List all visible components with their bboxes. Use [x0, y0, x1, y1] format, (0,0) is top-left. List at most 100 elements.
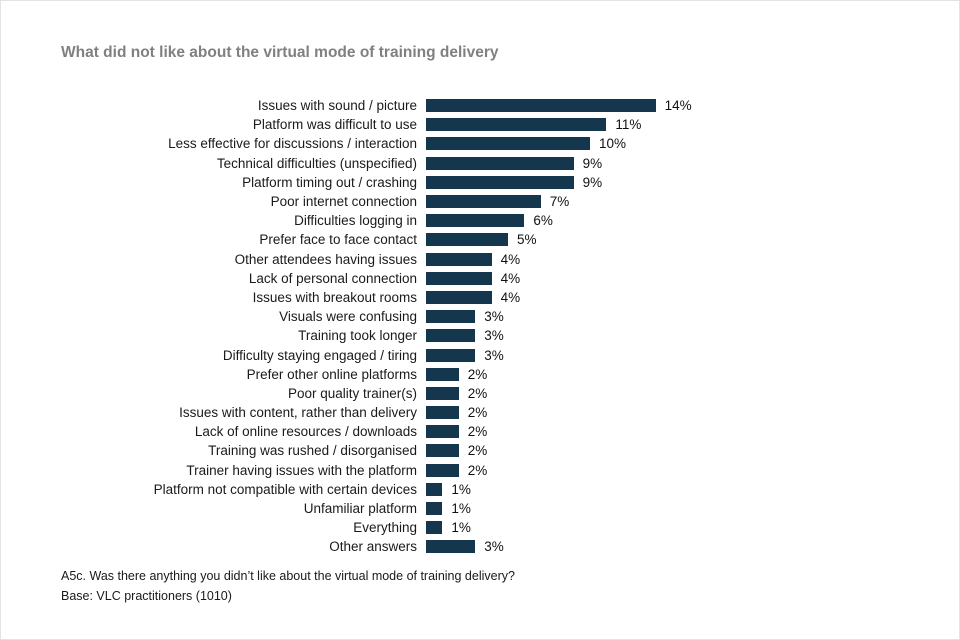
chart-row: Difficulty staying engaged / tiring 3% [1, 345, 960, 364]
value-label: 4% [500, 270, 521, 286]
bar [426, 99, 656, 113]
value-label: 2% [467, 405, 488, 421]
bar [426, 425, 459, 439]
value-label: 2% [467, 366, 488, 382]
category-label: Prefer other online platforms [246, 366, 417, 382]
category-label: Difficulty staying engaged / tiring [222, 347, 417, 363]
bar-area: 2% [426, 405, 487, 420]
bar [426, 118, 607, 132]
category-label: Less effective for discussions / interac… [168, 136, 417, 152]
bar-area: 2% [426, 386, 487, 401]
value-label: 3% [484, 328, 504, 344]
value-label: 14% [664, 98, 692, 114]
bar [426, 482, 443, 496]
value-label: 11% [615, 117, 642, 133]
category-label: Technical difficulties (unspecified) [216, 155, 417, 171]
value-label: 5% [517, 232, 537, 248]
chart-row: Poor internet connection 7% [1, 192, 960, 211]
bar-area: 9% [426, 156, 602, 171]
category-label: Training took longer [298, 328, 417, 344]
chart-footnote: A5c. Was there anything you didn’t like … [61, 566, 515, 606]
chart-row: Issues with breakout rooms 4% [1, 288, 960, 307]
category-label: Platform not compatible with certain dev… [153, 481, 417, 497]
bar [426, 444, 459, 458]
category-label: Unfamiliar platform [303, 501, 417, 517]
chart-row: Difficulties logging in 6% [1, 211, 960, 230]
bar-area: 9% [426, 175, 602, 190]
bar-area: 1% [426, 482, 471, 497]
category-label: Prefer face to face contact [259, 232, 417, 248]
bar-area: 4% [426, 271, 520, 286]
category-label: Other attendees having issues [234, 251, 417, 267]
bar-area: 3% [426, 348, 504, 363]
value-label: 2% [467, 462, 488, 478]
value-label: 4% [500, 251, 521, 267]
category-label: Visuals were confusing [279, 309, 417, 325]
category-label: Poor internet connection [270, 194, 417, 210]
chart-row: Training took longer 3% [1, 326, 960, 345]
value-label: 9% [582, 174, 603, 190]
value-label: 4% [500, 289, 521, 305]
bar [426, 521, 443, 535]
chart-row: Other attendees having issues 4% [1, 250, 960, 269]
bar [426, 367, 459, 381]
chart-row: Other answers 3% [1, 537, 960, 556]
value-label: 3% [484, 347, 504, 363]
category-label: Training was rushed / disorganised [208, 443, 417, 459]
bar [426, 195, 541, 209]
bar-area: 4% [426, 290, 520, 305]
bar-area: 3% [426, 309, 504, 324]
value-label: 2% [467, 424, 488, 440]
bar [426, 156, 574, 170]
category-label: Issues with sound / picture [257, 98, 417, 114]
category-label: Issues with content, rather than deliver… [179, 405, 417, 421]
bar-area: 3% [426, 328, 504, 343]
bar-area: 5% [426, 232, 537, 247]
bar [426, 175, 574, 189]
value-label: 10% [599, 136, 627, 152]
value-label: 1% [451, 501, 471, 517]
bar [426, 233, 508, 247]
value-label: 6% [533, 213, 553, 229]
bar-area: 2% [426, 367, 487, 382]
bar [426, 540, 476, 554]
chart-row: Issues with content, rather than deliver… [1, 403, 960, 422]
chart-row: Lack of personal connection 4% [1, 269, 960, 288]
bar [426, 290, 492, 304]
bar-area: 14% [426, 98, 692, 113]
value-label: 1% [451, 520, 471, 536]
value-label: 1% [451, 481, 471, 497]
bar [426, 271, 492, 285]
chart-row: Prefer other online platforms 2% [1, 365, 960, 384]
value-label: 3% [484, 539, 504, 555]
bar [426, 406, 459, 420]
bar [426, 252, 492, 266]
category-label: Other answers [329, 539, 417, 555]
bar [426, 310, 476, 324]
bar-area: 1% [426, 520, 471, 535]
bar-area: 11% [426, 117, 641, 132]
bar-area: 7% [426, 194, 569, 209]
chart-row: Trainer having issues with the platform 2… [1, 461, 960, 480]
bar-chart: Issues with sound / picture 14% Platform w… [1, 96, 960, 557]
bar [426, 137, 590, 151]
bar-area: 10% [426, 136, 626, 151]
value-label: 2% [467, 443, 488, 459]
chart-row: Visuals were confusing 3% [1, 307, 960, 326]
bar [426, 502, 443, 516]
bar-area: 6% [426, 213, 553, 228]
bar-area: 4% [426, 252, 520, 267]
chart-row: Technical difficulties (unspecified) 9% [1, 154, 960, 173]
category-label: Issues with breakout rooms [252, 289, 417, 305]
value-label: 9% [582, 155, 603, 171]
chart-title: What did not like about the virtual mode… [61, 44, 499, 61]
chart-row: Training was rushed / disorganised 2% [1, 441, 960, 460]
category-label: Everything [353, 520, 417, 536]
footnote-question: A5c. Was there anything you didn’t like … [61, 569, 515, 583]
bar [426, 463, 459, 477]
chart-row: Platform timing out / crashing 9% [1, 173, 960, 192]
bar-area: 3% [426, 539, 504, 554]
chart-row: Lack of online resources / downloads 2% [1, 422, 960, 441]
bar [426, 386, 459, 400]
category-label: Difficulties logging in [294, 213, 417, 229]
